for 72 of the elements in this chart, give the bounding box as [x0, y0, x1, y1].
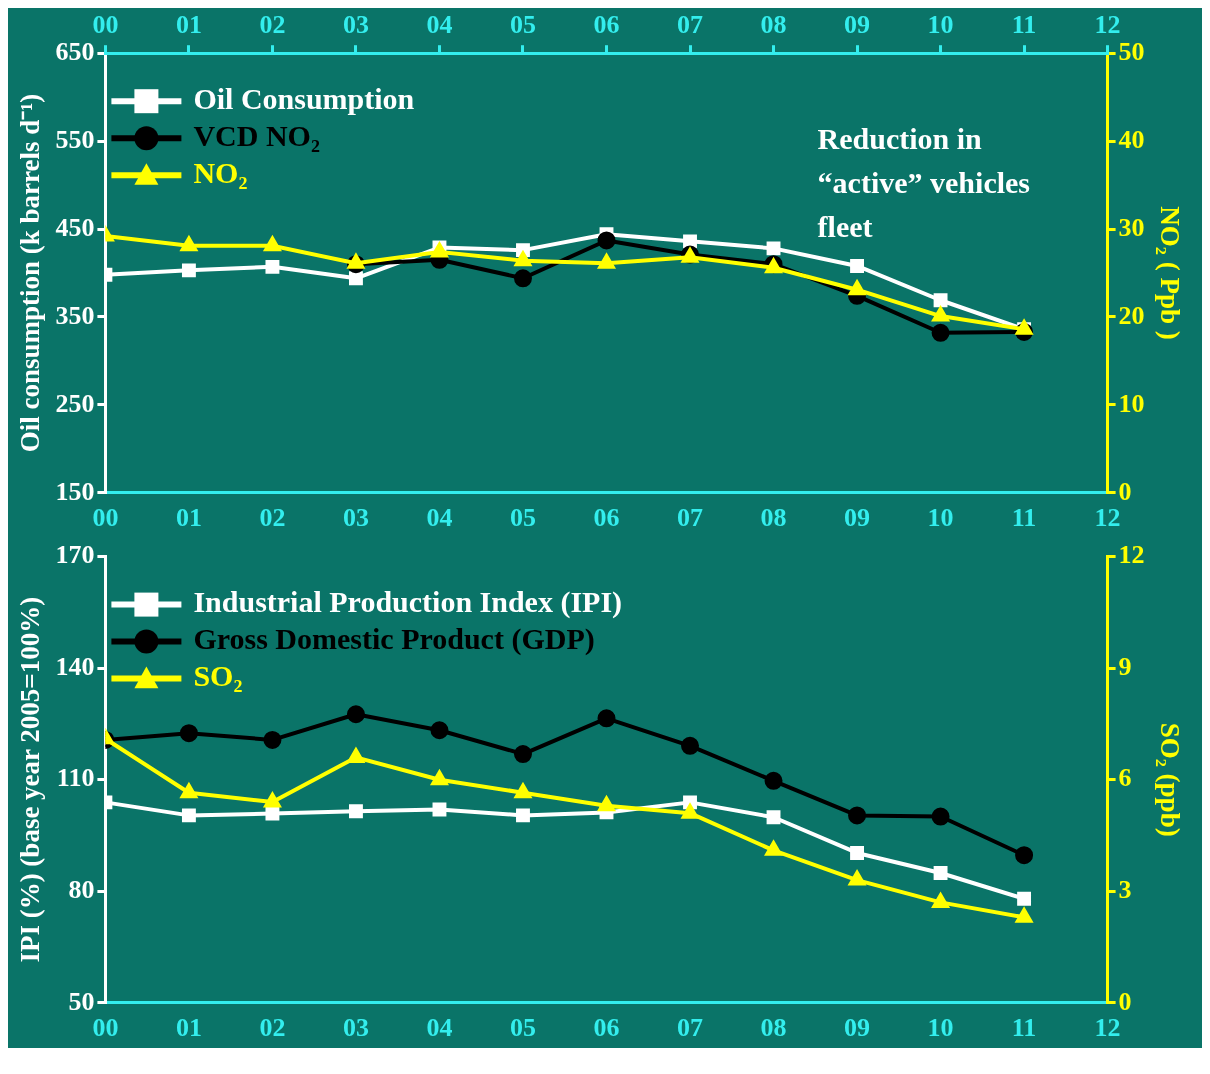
x2-tick-label: 07	[677, 10, 704, 40]
x-tick-label: 10	[927, 503, 954, 533]
x-tick-label: 09	[844, 503, 871, 533]
legend-label: NO₂	[193, 155, 248, 189]
y-tick-label: 170	[55, 540, 95, 570]
x2-tick-label: 02	[259, 10, 286, 40]
x2-tick-label: 11	[1011, 10, 1037, 40]
x-tick-label: 04	[426, 1013, 453, 1043]
x-tick-label: 02	[259, 1013, 286, 1043]
x-tick-label: 01	[175, 503, 202, 533]
y2-tick-label: 20	[1118, 300, 1145, 330]
y-tick-label: 140	[55, 651, 95, 681]
x2-tick-label: 12	[1094, 10, 1121, 40]
y2-tick-label: 6	[1118, 763, 1132, 793]
x2-tick-label: 06	[593, 10, 620, 40]
x2-tick-label: 08	[760, 10, 787, 40]
y2-tick-label: 40	[1118, 124, 1145, 154]
x-tick-label: 12	[1094, 1013, 1121, 1043]
x-tick-label: 05	[509, 503, 536, 533]
x-tick-label: 05	[509, 1013, 536, 1043]
y2-tick-label: 9	[1118, 651, 1132, 681]
y-tick-label: 250	[55, 388, 95, 418]
y-axis-title: Oil consumption (k barrels d⁻¹)	[15, 93, 46, 453]
x-tick-label: 03	[342, 1013, 369, 1043]
legend-label: Industrial Production Index (IPI)	[193, 585, 623, 620]
x-tick-label: 04	[426, 503, 453, 533]
x2-tick-label: 05	[509, 10, 536, 40]
x-tick-label: 03	[342, 503, 369, 533]
x-tick-label: 11	[1011, 1013, 1037, 1043]
x-tick-label: 10	[927, 1013, 954, 1043]
x-tick-label: 09	[844, 1013, 871, 1043]
x-tick-label: 06	[593, 1013, 620, 1043]
y-tick-label: 150	[55, 476, 95, 506]
y-tick-label: 450	[55, 212, 95, 242]
y-tick-label: 110	[56, 763, 95, 793]
x-tick-label: 08	[760, 1013, 787, 1043]
y-tick-label: 650	[55, 36, 95, 66]
y2-tick-label: 0	[1118, 476, 1132, 506]
legend-label: Gross Domestic Product (GDP)	[193, 622, 595, 657]
legend-label: Oil Consumption	[193, 81, 415, 115]
x2-tick-label: 01	[175, 10, 202, 40]
x-tick-label: 07	[677, 503, 704, 533]
y-axis-title: IPI (%) (base year 2005=100%)	[15, 596, 46, 963]
y-tick-label: 550	[55, 124, 95, 154]
y-tick-label: 50	[68, 986, 95, 1016]
x-tick-label: 07	[677, 1013, 704, 1043]
x2-tick-label: 04	[426, 10, 453, 40]
x-tick-label: 12	[1094, 503, 1121, 533]
x2-tick-label: 00	[92, 10, 119, 40]
y2-tick-label: 30	[1118, 212, 1145, 242]
y2-tick-label: 3	[1118, 874, 1132, 904]
x-tick-label: 01	[175, 1013, 202, 1043]
y2-axis-title: SO₂ (ppb)	[1154, 722, 1185, 837]
legend-label: VCD NO₂	[193, 118, 320, 152]
x-tick-label: 06	[593, 503, 620, 533]
y2-tick-label: 0	[1118, 986, 1132, 1016]
y-tick-label: 350	[55, 300, 95, 330]
x2-tick-label: 10	[927, 10, 954, 40]
x2-tick-label: 03	[342, 10, 369, 40]
x-tick-label: 02	[259, 503, 286, 533]
y2-tick-label: 50	[1118, 36, 1145, 66]
x2-tick-label: 09	[844, 10, 871, 40]
y2-tick-label: 12	[1118, 540, 1145, 570]
x-tick-label: 00	[92, 503, 119, 533]
y2-axis-title: NO₂ ( Ppb )	[1154, 206, 1185, 340]
x-tick-label: 00	[92, 1013, 119, 1043]
annotation: Reduction in “active” vehicles fleet	[817, 121, 1031, 243]
x-tick-label: 08	[760, 503, 787, 533]
x-tick-label: 11	[1011, 503, 1037, 533]
y2-tick-label: 10	[1118, 388, 1145, 418]
legend-label: SO₂	[193, 659, 243, 693]
y-tick-label: 80	[68, 874, 95, 904]
